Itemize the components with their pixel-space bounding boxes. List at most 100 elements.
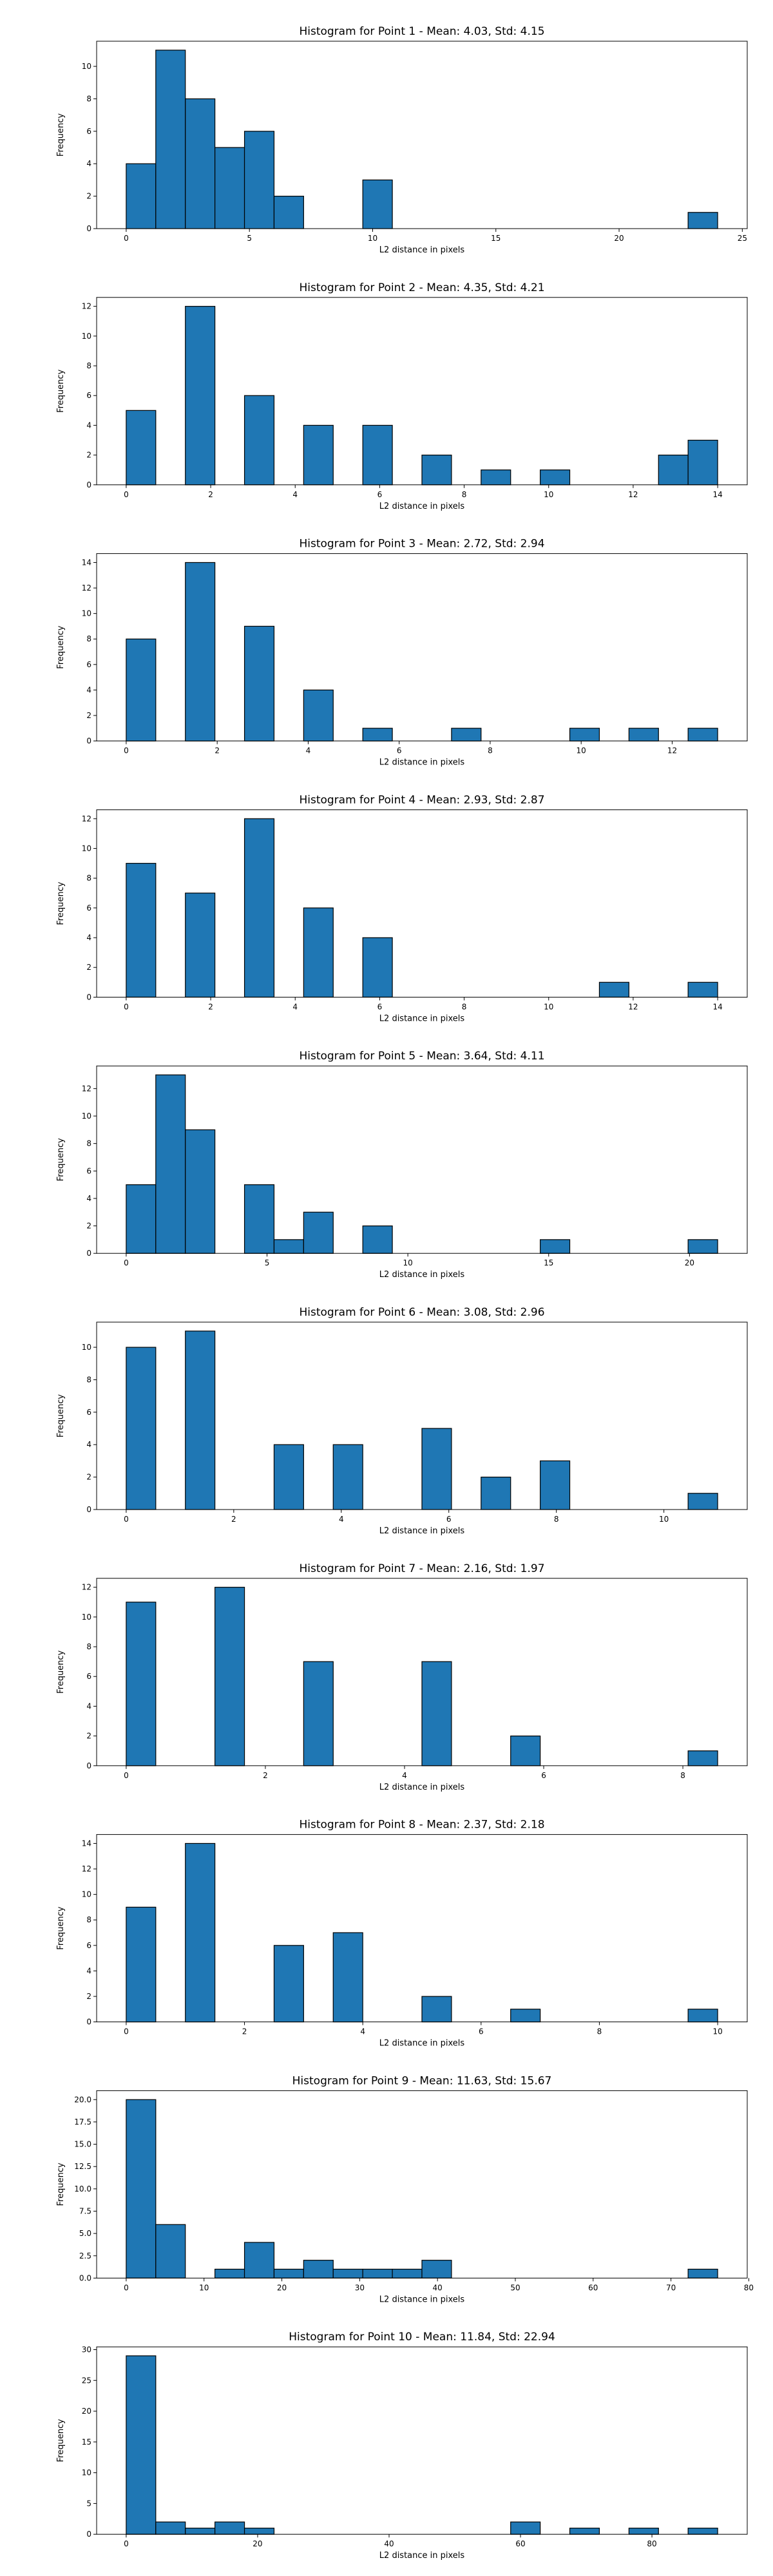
x-tick-label: 10 bbox=[712, 2027, 722, 2036]
x-tick-label: 10 bbox=[659, 1515, 669, 1524]
x-tick-label: 2 bbox=[208, 490, 213, 499]
histogram-bar bbox=[126, 638, 157, 742]
x-axis-label: L2 distance in pixels bbox=[379, 2295, 465, 2304]
y-tick-label: 12 bbox=[82, 1583, 91, 1592]
y-tick-label: 4 bbox=[86, 1194, 91, 1203]
histogram-bar bbox=[126, 1184, 157, 1254]
y-tick-label: 15 bbox=[82, 2438, 91, 2447]
histogram-bar bbox=[303, 2260, 334, 2279]
histogram-bar bbox=[451, 728, 482, 742]
y-tick-label: 6 bbox=[86, 1941, 91, 1950]
y-tick-label: 6 bbox=[86, 1166, 91, 1175]
histogram-bar bbox=[481, 1477, 511, 1510]
x-axis-label: L2 distance in pixels bbox=[379, 245, 465, 255]
y-tick-label: 14 bbox=[82, 558, 91, 567]
histogram-bar bbox=[215, 147, 245, 229]
y-tick-label: 2 bbox=[86, 1473, 91, 1482]
chart-title: Histogram for Point 4 - Mean: 2.93, Std:… bbox=[299, 793, 544, 806]
histogram-bar bbox=[126, 1906, 157, 2023]
histogram-bar bbox=[362, 728, 393, 742]
y-tick-label: 14 bbox=[82, 1839, 91, 1848]
x-tick-label: 8 bbox=[462, 1002, 467, 1011]
x-tick-label: 5 bbox=[265, 1258, 270, 1267]
y-tick-label: 10 bbox=[82, 332, 91, 341]
y-tick-label: 0.0 bbox=[79, 2273, 91, 2282]
chart-title: Histogram for Point 2 - Mean: 4.35, Std:… bbox=[299, 281, 544, 294]
y-tick-label: 0 bbox=[86, 224, 91, 233]
histogram-bar bbox=[215, 2268, 245, 2279]
x-tick-label: 70 bbox=[666, 2283, 676, 2292]
y-tick-label: 2 bbox=[86, 1732, 91, 1741]
x-tick-label: 10 bbox=[199, 2283, 209, 2292]
x-tick-label: 4 bbox=[360, 2027, 365, 2036]
x-tick-label: 6 bbox=[446, 1515, 452, 1524]
x-tick-label: 6 bbox=[377, 490, 383, 499]
histogram-bar bbox=[510, 2521, 541, 2535]
y-tick-label: 17.5 bbox=[74, 2117, 91, 2126]
y-tick-label: 4 bbox=[86, 159, 91, 168]
histogram-bar bbox=[628, 2528, 659, 2535]
histogram-bar bbox=[687, 2009, 718, 2023]
y-tick-label: 20 bbox=[82, 2407, 91, 2416]
x-tick-label: 6 bbox=[397, 746, 402, 755]
x-tick-label: 2 bbox=[263, 1771, 268, 1780]
histogram-bar bbox=[421, 455, 452, 486]
plot-frame bbox=[96, 2090, 748, 2278]
x-tick-label: 0 bbox=[124, 490, 129, 499]
plot-frame bbox=[96, 1834, 748, 2023]
y-tick-label: 4 bbox=[86, 1440, 91, 1449]
plot-frame bbox=[96, 41, 748, 229]
histogram-panel-1: Histogram for Point 1 - Mean: 4.03, Std:… bbox=[56, 25, 748, 255]
histogram-bar bbox=[126, 410, 157, 486]
x-axis-label: L2 distance in pixels bbox=[379, 2039, 465, 2049]
y-tick-label: 10 bbox=[82, 62, 91, 71]
y-tick-label: 10.0 bbox=[74, 2184, 91, 2193]
x-tick-label: 30 bbox=[355, 2283, 365, 2292]
plot-frame bbox=[96, 2346, 748, 2535]
x-axis-label: L2 distance in pixels bbox=[379, 1270, 465, 1280]
y-tick-label: 2 bbox=[86, 192, 91, 201]
histogram-bar bbox=[332, 2268, 363, 2279]
histogram-panel-10: Histogram for Point 10 - Mean: 11.84, St… bbox=[56, 2331, 748, 2561]
histogram-bar bbox=[126, 163, 157, 229]
x-tick-label: 10 bbox=[544, 1002, 553, 1011]
x-tick-label: 0 bbox=[124, 1258, 129, 1267]
histogram-bar bbox=[687, 212, 718, 229]
histogram-bar bbox=[362, 937, 393, 998]
y-tick-label: 4 bbox=[86, 685, 91, 694]
y-tick-label: 8 bbox=[86, 1915, 91, 1924]
histogram-bar bbox=[243, 2528, 275, 2535]
x-tick-label: 4 bbox=[402, 1771, 407, 1780]
y-tick-label: 10 bbox=[82, 1890, 91, 1899]
x-tick-label: 10 bbox=[577, 746, 586, 755]
histogram-bar bbox=[126, 2355, 157, 2535]
y-tick-label: 4 bbox=[86, 1966, 91, 1975]
chart-title: Histogram for Point 10 - Mean: 11.84, St… bbox=[289, 2331, 555, 2344]
y-tick-label: 4 bbox=[86, 421, 91, 430]
x-tick-label: 10 bbox=[368, 234, 377, 243]
histogram-bar bbox=[243, 131, 275, 229]
histogram-bar bbox=[510, 2009, 541, 2023]
histogram-bar bbox=[569, 728, 600, 742]
histogram-bar bbox=[155, 2521, 186, 2535]
y-tick-label: 8 bbox=[86, 874, 91, 883]
y-tick-label: 15.0 bbox=[74, 2140, 91, 2149]
histogram-bar bbox=[392, 2268, 423, 2279]
y-tick-label: 0 bbox=[86, 992, 91, 1001]
histogram-bar bbox=[215, 1587, 245, 1766]
histogram-bar bbox=[303, 1661, 334, 1766]
y-tick-label: 2 bbox=[86, 963, 91, 972]
y-tick-label: 2 bbox=[86, 1222, 91, 1231]
y-tick-label: 12 bbox=[82, 302, 91, 311]
histogram-panel-4: Histogram for Point 4 - Mean: 2.93, Std:… bbox=[56, 793, 748, 1023]
y-tick-label: 12 bbox=[82, 1864, 91, 1873]
x-tick-label: 12 bbox=[628, 490, 638, 499]
x-axis-label: L2 distance in pixels bbox=[379, 1783, 465, 1792]
y-axis-label: Frequency bbox=[56, 625, 66, 668]
y-tick-label: 25 bbox=[82, 2376, 91, 2385]
x-tick-label: 8 bbox=[462, 490, 467, 499]
y-tick-label: 4 bbox=[86, 1701, 91, 1710]
histogram-bar bbox=[362, 179, 393, 229]
chart-title: Histogram for Point 9 - Mean: 11.63, Std… bbox=[292, 2074, 552, 2087]
histogram-bar bbox=[421, 1996, 452, 2023]
